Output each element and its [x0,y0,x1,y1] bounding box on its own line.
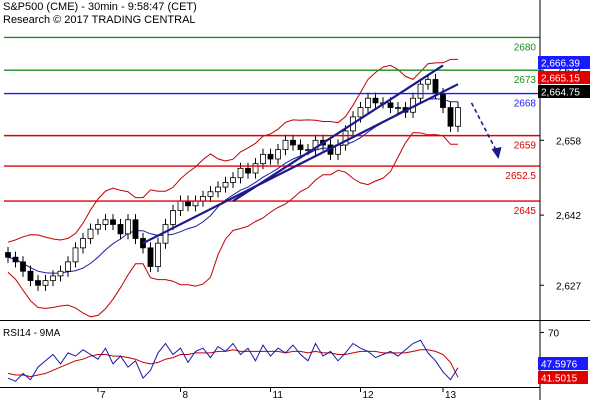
candle-body [170,210,176,225]
candle-body [42,280,49,286]
time-tick-label: 12 [363,390,375,400]
candle-body [5,252,11,258]
rsi-tick-label: 70 [548,328,560,339]
candle-body [95,224,101,230]
candle-body [132,219,139,239]
candle-body [20,261,26,272]
candle-body [222,181,229,188]
bollinger-lower-band [7,132,458,318]
candle-body [65,261,71,272]
rsi-ma-line [7,349,459,378]
time-tick-label: 11 [273,390,284,400]
level-label: 2652.5 [505,171,536,182]
time-tick-label: 7 [100,390,106,400]
candle-body [425,79,431,85]
candle-body [207,191,214,197]
candle-body [342,130,349,146]
candle-body [57,270,64,277]
level-label: 2673 [514,75,537,86]
rsi-last-value-label: 41.5015 [541,374,578,385]
channel-upper-line [232,64,444,203]
candle-body [192,200,199,207]
last-value-box [538,56,590,69]
time-tick-label: 8 [183,390,189,400]
candle-body [102,219,109,225]
candle-body [455,107,461,127]
copyright-notice: Research © 2017 TRADING CENTRAL [3,14,196,26]
level-label: 2659 [514,141,537,152]
candle-body [357,107,364,118]
candle-body [125,219,131,235]
level-label: 2668 [514,99,537,110]
candle-body [297,144,304,151]
candle-body [147,247,154,267]
candle-body [440,93,446,108]
last-value-label: 2,666.39 [541,59,580,70]
candle-body [387,102,394,108]
price-tick-label: 2,658 [556,136,581,147]
rsi-title: RSI14 - 9MA [3,328,61,339]
candle-body [12,256,19,263]
bollinger-upper-band [7,58,458,243]
channel-lower-line [142,83,459,245]
candle-body [275,149,281,160]
chart-title: S&P500 (CME) - 30min - 9:58:47 (CET) [3,1,197,13]
candle-body [110,219,116,225]
rsi-last-value-label: 47.5976 [541,360,578,371]
candle-body [200,196,206,202]
last-value-box [538,71,590,84]
candle-body [35,280,41,286]
candle-body [260,153,266,165]
candle-body [230,177,236,183]
candle-body [417,83,424,99]
candle-body [155,242,161,267]
level-label: 2645 [514,206,537,217]
price-tick-label: 2,642 [556,211,581,222]
candle-body [290,139,296,146]
candle-body [245,167,251,174]
candle-body [372,97,379,104]
forecast-arrowhead [491,147,502,159]
candle-body [237,167,244,179]
candle-body [117,224,124,235]
candle-body [365,97,371,108]
candle-body [80,238,86,249]
candle-body [432,79,439,94]
rsi-line [7,339,459,382]
rsi-last-value-box [538,357,588,370]
last-value-label: 2,664.75 [541,88,580,99]
candle-body [87,228,94,239]
candle-body [177,200,184,211]
time-tick-label: 13 [445,390,457,400]
candle-body [282,139,289,151]
rsi-last-value-box [538,371,588,384]
candle-body [215,186,221,193]
candle-body [395,107,401,109]
candle-body [185,200,191,207]
candle-body [447,107,454,127]
last-value-box [538,85,590,98]
candle-body [252,163,259,174]
last-value-label: 2,665.15 [541,74,580,85]
candle-body [267,153,274,160]
level-label: 2680 [514,42,537,53]
candle-body [72,247,79,263]
price-tick-label: 2,627 [556,281,581,292]
forecast-arrow-line [470,102,499,154]
candle-body [50,275,56,281]
candle-body [27,270,34,281]
